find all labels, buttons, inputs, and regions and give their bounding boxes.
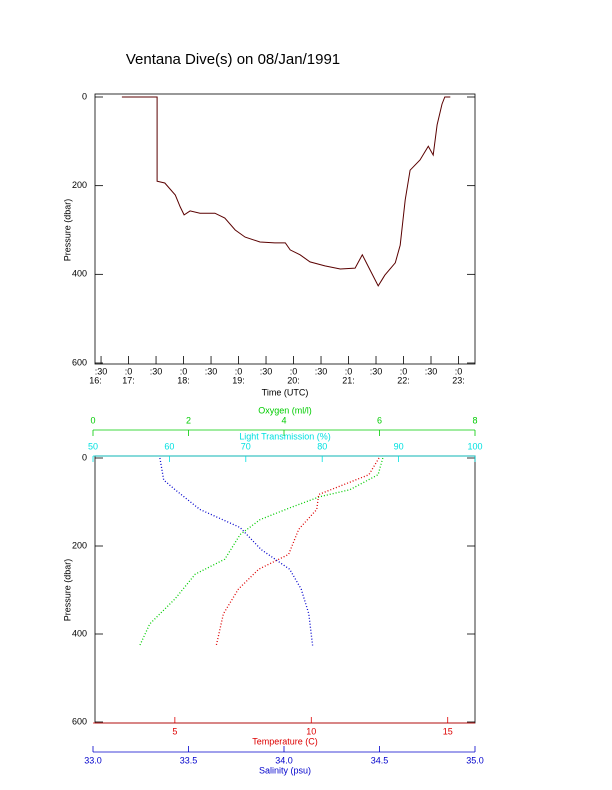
x-tick-label: 100 [467, 441, 482, 451]
x-tick-label: 8 [472, 415, 477, 425]
y-tick-label: 400 [72, 628, 87, 638]
x-tick-label: :30 [205, 366, 218, 376]
plot-frame [94, 455, 476, 724]
x-tick-label: 35.0 [466, 755, 484, 765]
x-tick-label: :30 [95, 366, 108, 376]
x-hour-label: 16: [89, 375, 102, 385]
x-tick-label: 33.5 [180, 755, 198, 765]
x-axis-label: Light Transmission (%) [239, 431, 331, 441]
x-tick-label: :30 [370, 366, 383, 376]
y-tick-label: 400 [72, 269, 87, 279]
y-tick-label: 200 [72, 540, 87, 550]
data-line [121, 96, 451, 287]
x-tick-label: 5 [172, 726, 177, 736]
x-tick-label: 90 [394, 441, 404, 451]
x-hour-label: 17: [122, 375, 135, 385]
chart-title: Ventana Dive(s) on 08/Jan/1991 [126, 51, 340, 68]
x-tick-label: :0 [180, 366, 188, 376]
y-tick-label: 600 [72, 716, 87, 726]
x-tick-label: 80 [317, 441, 327, 451]
x-tick-label: 70 [241, 441, 251, 451]
x-tick-label: 0 [90, 415, 95, 425]
x-tick-label: 10 [306, 726, 316, 736]
x-tick-label: 6 [377, 415, 382, 425]
x-tick-label: 60 [164, 441, 174, 451]
x-axis-label: Salinity (psu) [259, 765, 311, 775]
y-axis-label: Pressure (dbar) [62, 559, 72, 622]
x-tick-label: :0 [125, 366, 133, 376]
x-axis-label: Time (UTC) [262, 387, 309, 397]
x-tick-label: :0 [345, 366, 353, 376]
profile-trace [215, 457, 380, 646]
x-hour-label: 21: [342, 375, 355, 385]
x-tick-label: :0 [400, 366, 408, 376]
x-tick-label: :0 [455, 366, 463, 376]
x-tick-label: :0 [290, 366, 298, 376]
x-tick-label: 50 [88, 441, 98, 451]
x-tick-label: :30 [260, 366, 273, 376]
x-axis-label: Temperature (C) [252, 736, 318, 746]
x-tick-label: 34.0 [275, 755, 293, 765]
x-axis-label: Oxygen (ml/l) [258, 405, 312, 415]
profile-trace [159, 457, 314, 646]
x-tick-label: :30 [315, 366, 328, 376]
plot-frame [94, 93, 476, 365]
x-tick-label: 2 [186, 415, 191, 425]
x-tick-label: :30 [425, 366, 438, 376]
x-hour-label: 18: [177, 375, 190, 385]
x-hour-label: 19: [232, 375, 245, 385]
y-tick-label: 600 [72, 357, 87, 367]
y-tick-label: 0 [82, 452, 87, 462]
x-tick-label: :0 [235, 366, 243, 376]
y-tick-label: 200 [72, 180, 87, 190]
y-tick-label: 0 [82, 91, 87, 101]
x-tick-label: 15 [443, 726, 453, 736]
x-tick-label: 34.5 [371, 755, 389, 765]
profile-trace [139, 457, 384, 646]
y-axis-label: Pressure (dbar) [62, 199, 72, 262]
x-tick-label: :30 [150, 366, 163, 376]
x-tick-label: 4 [281, 415, 286, 425]
x-hour-label: 23: [452, 375, 465, 385]
x-tick-label: 33.0 [84, 755, 102, 765]
x-hour-label: 20: [287, 375, 300, 385]
x-hour-label: 22: [397, 375, 410, 385]
